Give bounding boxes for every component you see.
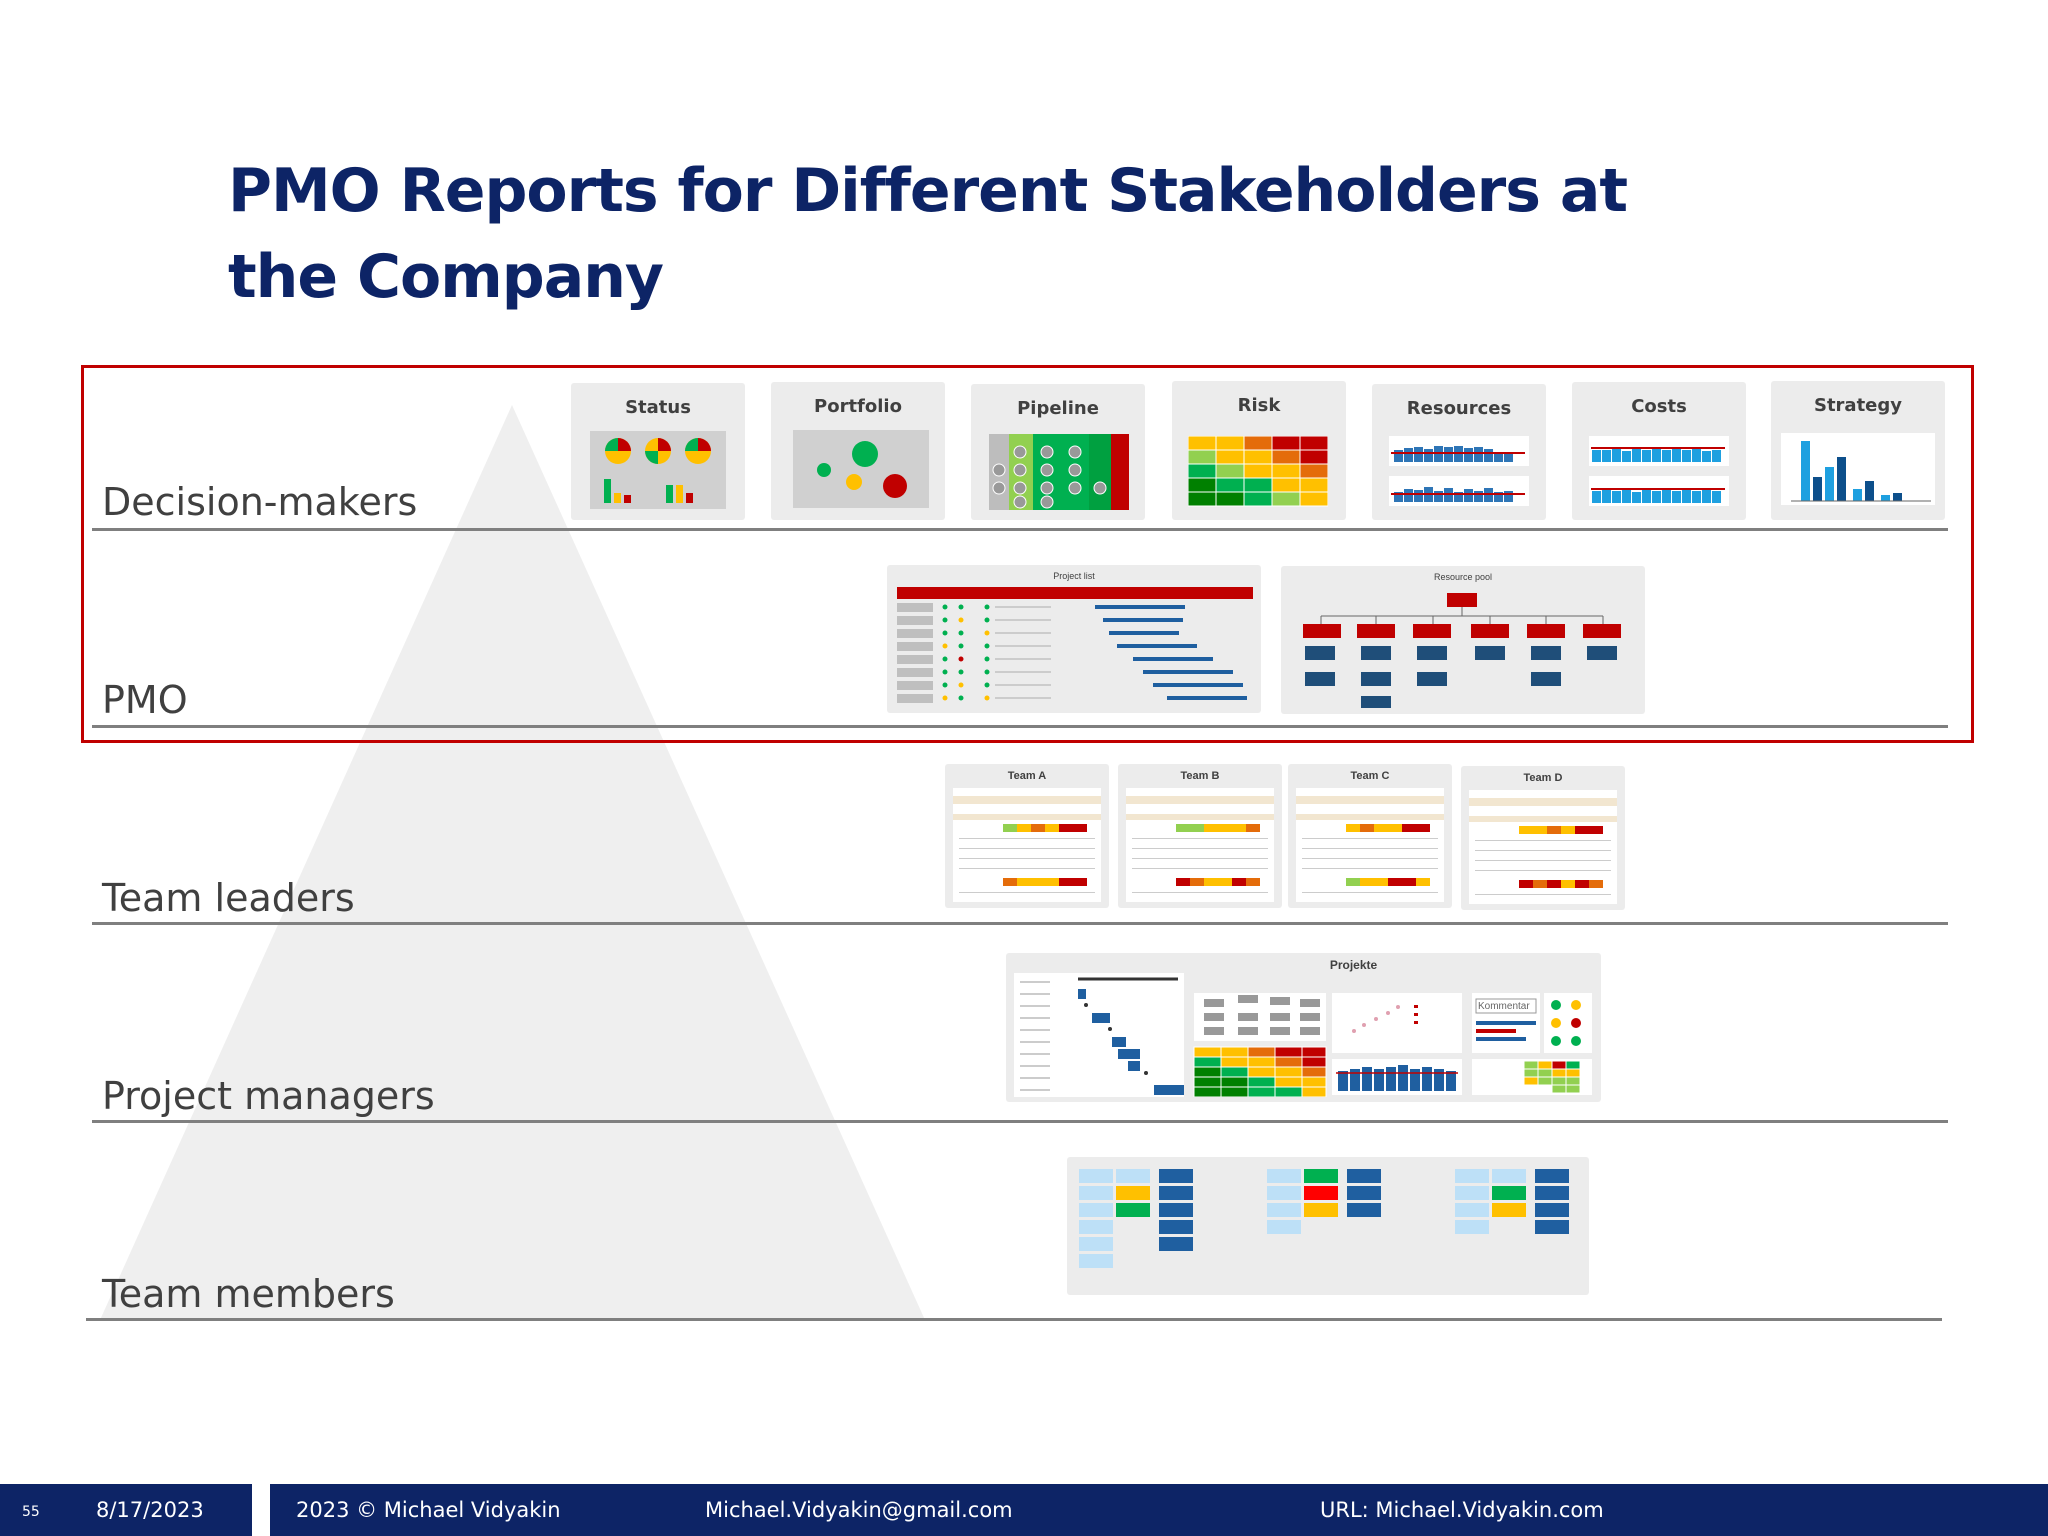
footer-left-band: 55 8/17/2023 bbox=[0, 1484, 252, 1536]
resource-pool-report-card: Resource pool bbox=[1281, 566, 1645, 714]
card-title: Costs bbox=[1631, 396, 1687, 417]
kommentar-label: Kommentar bbox=[1478, 1001, 1530, 1012]
team-table-thumbnail bbox=[1126, 788, 1274, 902]
level-divider bbox=[92, 922, 1948, 925]
portfolio-thumbnail bbox=[793, 430, 929, 508]
team-c-report-card: Team C bbox=[1288, 764, 1452, 908]
level-divider bbox=[92, 1120, 1948, 1123]
team-table-thumbnail bbox=[953, 788, 1101, 902]
card-title: Project list bbox=[1053, 571, 1095, 581]
level-label-decision-makers: Decision-makers bbox=[102, 480, 418, 524]
level-divider bbox=[92, 528, 1948, 531]
page-number: 55 bbox=[22, 1504, 40, 1520]
footer-right-band: 2023 © Michael Vidyakin Michael.Vidyakin… bbox=[270, 1484, 2048, 1536]
costs-thumbnail bbox=[1589, 436, 1729, 506]
resources-thumbnail bbox=[1389, 436, 1529, 506]
org-chart-thumbnail bbox=[1303, 593, 1621, 708]
team-d-report-card: Team D bbox=[1461, 766, 1625, 910]
card-title: Portfolio bbox=[814, 396, 902, 417]
portfolio-report-card: Portfolio bbox=[771, 382, 945, 520]
card-title: Risk bbox=[1237, 395, 1281, 416]
footer-email: Michael.Vidyakin@gmail.com bbox=[705, 1498, 1013, 1522]
card-title: Resources bbox=[1406, 398, 1512, 419]
level-label-team-leaders: Team leaders bbox=[102, 876, 355, 920]
card-title: Team B bbox=[1180, 770, 1220, 782]
projects-report-card: Projekte Kommentar bbox=[1006, 953, 1601, 1102]
level-label-team-members: Team members bbox=[102, 1272, 395, 1316]
slide-title: PMO Reports for Different Stakeholders a… bbox=[228, 156, 1628, 312]
team-table-thumbnail bbox=[1296, 788, 1444, 902]
resources-report-card: Resources bbox=[1372, 384, 1546, 520]
footer-copyright: 2023 © Michael Vidyakin bbox=[296, 1498, 561, 1522]
decision-pmo-highlight-box bbox=[81, 365, 1974, 743]
team-members-report-card bbox=[1067, 1157, 1589, 1295]
card-title: Status bbox=[625, 397, 691, 418]
team-b-report-card: Team B bbox=[1118, 764, 1282, 908]
card-title: Resource pool bbox=[1433, 572, 1493, 582]
footer-date: 8/17/2023 bbox=[96, 1498, 204, 1522]
card-title: Team A bbox=[1007, 770, 1047, 782]
card-title: Team D bbox=[1523, 772, 1563, 784]
footer-url: URL: Michael.Vidyakin.com bbox=[1320, 1498, 1604, 1522]
costs-report-card: Costs bbox=[1572, 382, 1746, 520]
team-table-thumbnail bbox=[1469, 790, 1617, 904]
card-title: Strategy bbox=[1813, 395, 1903, 416]
strategy-report-card: Strategy bbox=[1771, 381, 1945, 520]
projects-dashboard-thumbnail: Kommentar bbox=[1014, 973, 1592, 1097]
pipeline-thumbnail bbox=[989, 434, 1129, 510]
team-a-report-card: Team A bbox=[945, 764, 1109, 908]
task-boards-thumbnail bbox=[1079, 1169, 1569, 1268]
status-thumbnail bbox=[590, 431, 726, 509]
project-list-report-card: Project list bbox=[887, 565, 1261, 713]
level-divider bbox=[92, 725, 1948, 728]
risk-matrix-thumbnail bbox=[1188, 436, 1328, 507]
level-label-project-managers: Project managers bbox=[102, 1074, 435, 1118]
status-report-card: Status bbox=[571, 383, 745, 520]
level-divider bbox=[86, 1318, 1942, 1321]
level-label-pmo: PMO bbox=[102, 678, 188, 722]
card-title: Projekte bbox=[1329, 958, 1378, 972]
project-list-thumbnail bbox=[897, 587, 1253, 703]
card-title: Team C bbox=[1350, 770, 1390, 782]
card-title: Pipeline bbox=[1017, 398, 1099, 419]
pipeline-report-card: Pipeline bbox=[971, 384, 1145, 520]
risk-report-card: Risk bbox=[1172, 381, 1346, 520]
slide-footer: 55 8/17/2023 2023 © Michael Vidyakin Mic… bbox=[0, 1484, 2048, 1536]
strategy-thumbnail bbox=[1781, 433, 1935, 505]
